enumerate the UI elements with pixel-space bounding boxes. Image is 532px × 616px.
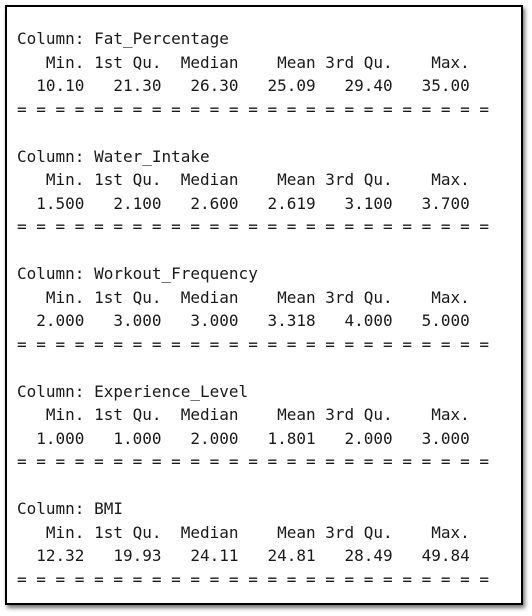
summary-header-line: Min. 1st Qu. Median Mean 3rd Qu. Max. [17, 287, 480, 307]
column-name-line: Column: Workout_Frequency [17, 264, 258, 283]
separator-line: = = = = = = = = = = = = = = = = = = = = … [17, 452, 490, 471]
summary-values-line: 1.500 2.100 2.600 2.619 3.100 3.700 [17, 193, 480, 213]
summary-header-line: Min. 1st Qu. Median Mean 3rd Qu. Max. [17, 52, 480, 72]
summary-values-line: 2.000 3.000 3.000 3.318 4.000 5.000 [17, 311, 480, 330]
summary-header-line: Min. 1st Qu. Median Mean 3rd Qu. Max. [17, 522, 480, 542]
column-name-line: Column: Fat_Percentage [17, 29, 229, 48]
summary-header-line: Min. 1st Qu. Median Mean 3rd Qu. Max. [17, 405, 480, 424]
summary-values-line: 12.32 19.93 24.11 24.81 28.49 49.84 [17, 546, 480, 565]
summary-header-line: Min. 1st Qu. Median Mean 3rd Qu. Max. [17, 170, 480, 189]
summary-block-experience-level: Column: Experience_Level Min. 1st Qu. Me… [17, 380, 489, 498]
console-output-frame: Column: Fat_Percentage Min. 1st Qu. Medi… [5, 5, 523, 605]
column-name-line: Column: Water_Intake [17, 146, 210, 166]
console-output: Column: Fat_Percentage Min. 1st Qu. Medi… [17, 27, 490, 603]
summary-values-line: 1.000 1.000 2.000 1.801 2.000 3.000 [17, 428, 480, 448]
summary-values-line: 10.10 21.30 26.30 25.09 29.40 35.00 [17, 76, 480, 95]
separator-line: = = = = = = = = = = = = = = = = = = = = … [17, 334, 490, 354]
summary-block-workout-frequency: Column: Workout_Frequency Min. 1st Qu. M… [17, 262, 489, 380]
column-name-line: Column: BMI [17, 499, 123, 518]
separator-line: = = = = = = = = = = = = = = = = = = = = … [17, 569, 490, 589]
summary-block-water-intake: Column: Water_Intake Min. 1st Qu. Median… [17, 145, 489, 263]
summary-block-bmi: Column: BMI Min. 1st Qu. Median Mean 3rd… [17, 497, 490, 603]
separator-line: = = = = = = = = = = = = = = = = = = = = … [17, 217, 490, 236]
separator-line: = = = = = = = = = = = = = = = = = = = = … [17, 99, 490, 119]
summary-block-fat-percentage: Column: Fat_Percentage Min. 1st Qu. Medi… [17, 27, 489, 145]
column-name-line: Column: Experience_Level [17, 381, 249, 401]
